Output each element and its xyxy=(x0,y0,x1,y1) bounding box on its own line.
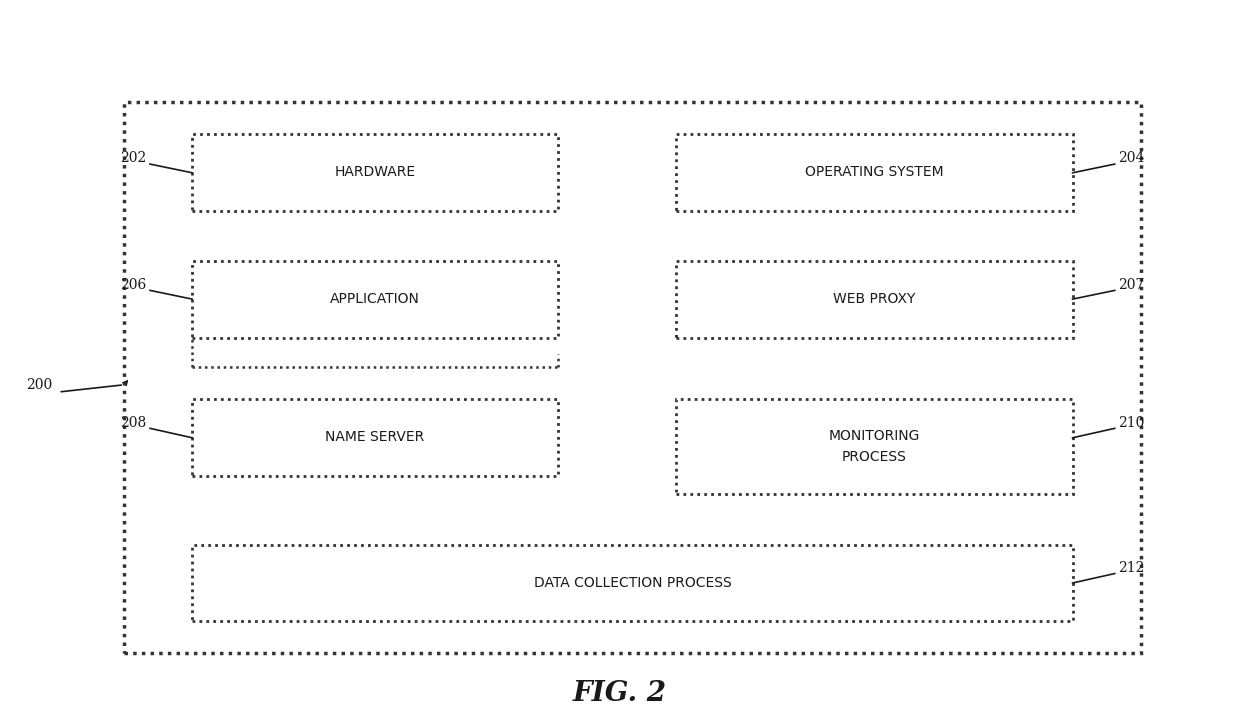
Text: DATA COLLECTION PROCESS: DATA COLLECTION PROCESS xyxy=(533,576,732,590)
Text: NAME SERVER: NAME SERVER xyxy=(325,431,425,444)
Text: 206: 206 xyxy=(120,277,146,292)
Text: 207: 207 xyxy=(1118,277,1145,292)
Text: 204: 204 xyxy=(1118,151,1145,166)
Text: 200: 200 xyxy=(26,378,52,392)
Text: WEB PROXY: WEB PROXY xyxy=(833,293,915,306)
FancyBboxPatch shape xyxy=(124,102,1141,653)
FancyBboxPatch shape xyxy=(676,134,1073,211)
Text: 210: 210 xyxy=(1118,415,1145,430)
FancyBboxPatch shape xyxy=(676,399,1073,494)
Text: 202: 202 xyxy=(120,151,146,166)
FancyBboxPatch shape xyxy=(192,399,558,476)
Text: 212: 212 xyxy=(1118,560,1145,575)
FancyBboxPatch shape xyxy=(192,261,558,338)
FancyBboxPatch shape xyxy=(192,134,558,211)
Text: HARDWARE: HARDWARE xyxy=(335,166,415,179)
FancyBboxPatch shape xyxy=(192,544,1073,621)
Text: MONITORING
PROCESS: MONITORING PROCESS xyxy=(828,429,920,464)
FancyBboxPatch shape xyxy=(676,261,1073,338)
Text: 208: 208 xyxy=(120,415,146,430)
Text: APPLICATION: APPLICATION xyxy=(330,293,420,306)
Text: FIG. 2: FIG. 2 xyxy=(573,680,667,707)
Text: OPERATING SYSTEM: OPERATING SYSTEM xyxy=(805,166,944,179)
